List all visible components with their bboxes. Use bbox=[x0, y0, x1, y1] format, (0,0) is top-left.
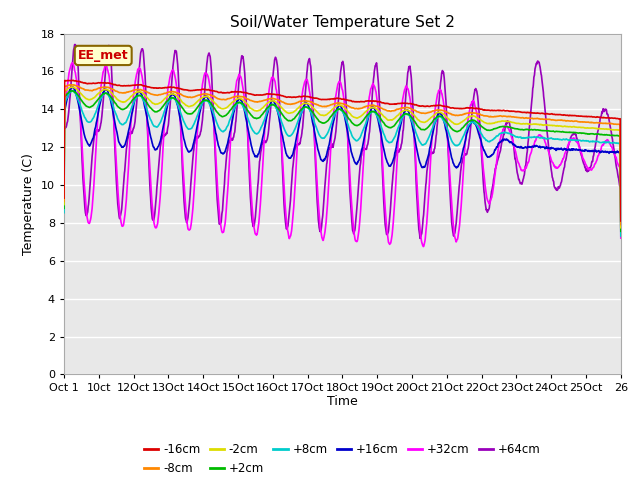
-8cm bbox=[331, 101, 339, 107]
+64cm bbox=[60, 248, 68, 254]
+32cm bbox=[419, 244, 427, 250]
+64cm bbox=[331, 135, 339, 141]
-8cm bbox=[89, 87, 97, 93]
+64cm bbox=[601, 108, 609, 113]
-2cm bbox=[499, 118, 506, 124]
+16cm bbox=[601, 148, 609, 154]
-2cm bbox=[617, 225, 625, 230]
-16cm bbox=[617, 218, 625, 224]
+16cm bbox=[617, 224, 625, 229]
+8cm bbox=[331, 111, 339, 117]
+64cm bbox=[89, 148, 97, 154]
+8cm bbox=[601, 139, 609, 145]
+64cm bbox=[316, 229, 324, 235]
-2cm bbox=[331, 104, 339, 110]
-2cm bbox=[316, 112, 324, 118]
+32cm bbox=[316, 224, 324, 230]
Text: EE_met: EE_met bbox=[78, 49, 129, 62]
Line: +64cm: +64cm bbox=[64, 45, 621, 251]
+16cm bbox=[316, 155, 324, 160]
+32cm bbox=[89, 198, 97, 204]
-16cm bbox=[316, 96, 324, 102]
-2cm bbox=[89, 96, 97, 101]
+16cm bbox=[601, 149, 609, 155]
+8cm bbox=[68, 88, 76, 94]
+2cm bbox=[331, 109, 339, 115]
+2cm bbox=[617, 228, 625, 234]
Legend: -16cm, -8cm, -2cm, +2cm, +8cm, +16cm, +32cm, +64cm: -16cm, -8cm, -2cm, +2cm, +8cm, +16cm, +3… bbox=[140, 438, 545, 480]
+32cm bbox=[68, 60, 76, 66]
Line: +16cm: +16cm bbox=[64, 87, 621, 227]
-8cm bbox=[67, 82, 74, 88]
+8cm bbox=[60, 210, 68, 216]
-16cm bbox=[499, 108, 506, 113]
Line: -16cm: -16cm bbox=[64, 80, 621, 221]
-2cm bbox=[601, 126, 609, 132]
+8cm bbox=[617, 233, 625, 239]
-8cm bbox=[60, 198, 68, 204]
-8cm bbox=[499, 113, 506, 119]
+8cm bbox=[499, 130, 506, 136]
+8cm bbox=[89, 116, 97, 121]
+64cm bbox=[499, 137, 506, 143]
Line: +8cm: +8cm bbox=[64, 91, 621, 236]
+2cm bbox=[316, 119, 324, 125]
Title: Soil/Water Temperature Set 2: Soil/Water Temperature Set 2 bbox=[230, 15, 455, 30]
-16cm bbox=[89, 80, 97, 86]
-8cm bbox=[316, 103, 324, 109]
+32cm bbox=[617, 235, 625, 241]
-8cm bbox=[617, 222, 625, 228]
+2cm bbox=[68, 88, 76, 94]
Line: -2cm: -2cm bbox=[64, 87, 621, 228]
X-axis label: Time: Time bbox=[327, 395, 358, 408]
+64cm bbox=[71, 42, 79, 48]
-2cm bbox=[601, 126, 609, 132]
+2cm bbox=[601, 132, 609, 138]
+32cm bbox=[60, 200, 68, 205]
Y-axis label: Temperature (C): Temperature (C) bbox=[22, 153, 35, 255]
+32cm bbox=[331, 98, 339, 104]
+16cm bbox=[89, 136, 97, 142]
-8cm bbox=[601, 120, 609, 126]
-16cm bbox=[601, 115, 609, 120]
+16cm bbox=[499, 136, 506, 142]
+2cm bbox=[89, 103, 97, 108]
+8cm bbox=[316, 133, 324, 139]
+64cm bbox=[617, 186, 625, 192]
+32cm bbox=[499, 127, 507, 132]
Line: +32cm: +32cm bbox=[64, 63, 621, 247]
+16cm bbox=[331, 111, 339, 117]
+2cm bbox=[60, 205, 68, 211]
-8cm bbox=[601, 120, 609, 126]
-16cm bbox=[601, 115, 609, 120]
-16cm bbox=[68, 77, 76, 83]
+16cm bbox=[69, 84, 77, 90]
+2cm bbox=[499, 123, 506, 129]
-16cm bbox=[60, 195, 68, 201]
+16cm bbox=[60, 199, 68, 204]
Line: +2cm: +2cm bbox=[64, 91, 621, 231]
-2cm bbox=[68, 84, 76, 90]
+32cm bbox=[601, 139, 609, 144]
-16cm bbox=[331, 96, 339, 102]
+8cm bbox=[601, 139, 609, 145]
+32cm bbox=[602, 138, 609, 144]
Line: -8cm: -8cm bbox=[64, 85, 621, 225]
+2cm bbox=[601, 132, 609, 138]
-2cm bbox=[60, 202, 68, 207]
+64cm bbox=[601, 107, 609, 113]
